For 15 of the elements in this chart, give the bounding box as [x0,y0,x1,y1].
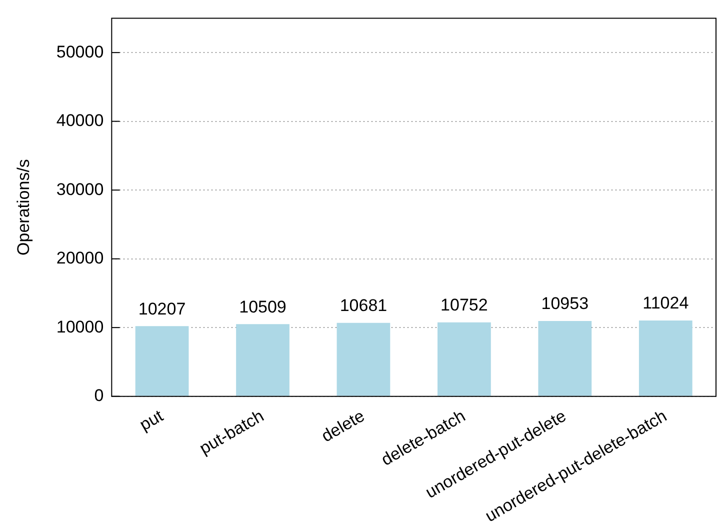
data-label: 11024 [642,294,689,313]
data-label: 10681 [340,296,388,316]
y-tick-label: 50000 [56,42,104,62]
y-tick-label: 30000 [56,180,104,199]
y-axis-title: Operations/s [14,159,33,256]
y-tick-label: 20000 [56,248,104,268]
x-tick-label: delete [318,406,368,446]
data-label: 10207 [138,299,186,318]
data-label: 10752 [440,296,488,315]
y-tick-label: 10000 [56,317,104,336]
x-tick-label: put [136,406,167,434]
y-tick-label: 0 [94,386,104,406]
y-tick-label: 40000 [56,111,104,130]
data-label: 10953 [541,294,589,314]
data-label: 10509 [239,297,286,316]
